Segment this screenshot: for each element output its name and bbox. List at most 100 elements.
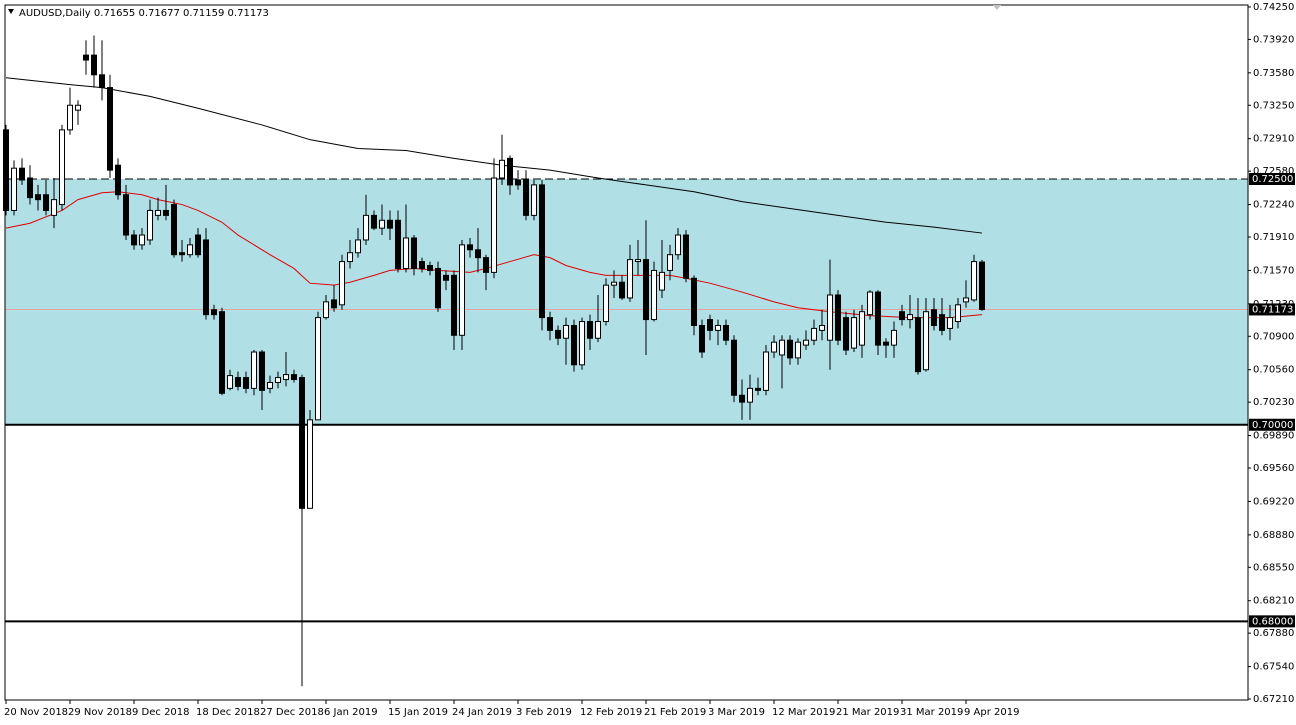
x-tick-label: 20 Nov 2018	[4, 707, 68, 718]
level-label: 0.70000	[1252, 420, 1293, 431]
candle-body-up	[819, 324, 825, 331]
candle-body-up	[763, 351, 769, 391]
chart-title: AUDUSD,Daily	[19, 8, 91, 19]
y-tick-label: 0.68550	[1253, 562, 1294, 573]
plot-frame	[4, 4, 1249, 701]
candle-body-down	[843, 317, 849, 351]
candle-body-up	[851, 317, 857, 349]
candle-body-down	[683, 234, 689, 279]
candle-body-down	[643, 259, 649, 321]
candle-body-down	[467, 244, 473, 251]
y-tick-label: 0.73920	[1253, 34, 1294, 45]
candle-body-down	[163, 209, 169, 216]
candle-body-up	[867, 291, 873, 316]
candle-body-up	[75, 104, 81, 111]
y-tick-label: 0.69560	[1253, 463, 1294, 474]
candle-body-up	[323, 301, 329, 319]
candle-body-down	[723, 324, 729, 341]
candle-body-down	[259, 351, 265, 391]
y-tick-label: 0.69220	[1253, 496, 1294, 507]
candle-body-down	[523, 179, 529, 216]
x-tick-label: 3 Feb 2019	[516, 707, 572, 718]
candle-body-down	[115, 164, 121, 196]
candle-body-down	[571, 324, 577, 366]
candle-body-up	[955, 304, 961, 323]
candle-body-up	[347, 252, 353, 263]
candle-body-up	[307, 419, 313, 509]
y-tick-label: 0.68880	[1253, 530, 1294, 541]
candle-body-up	[139, 234, 145, 246]
candle-body-down	[99, 74, 105, 89]
x-tick-label: 27 Dec 2018	[260, 707, 324, 718]
candle-body-up	[827, 294, 833, 341]
candle-body-down	[3, 129, 9, 211]
candle-body-up	[947, 317, 953, 329]
candle-body-down	[835, 294, 841, 341]
y-tick-label: 0.72580	[1253, 166, 1294, 177]
candle-body-down	[875, 291, 881, 346]
candle-body-up	[923, 311, 929, 371]
candle-body-down	[731, 339, 737, 396]
candle-body-down	[195, 234, 201, 256]
menu-arrow[interactable]	[8, 9, 14, 14]
candle-body-down	[411, 237, 417, 269]
candle-body-down	[107, 87, 113, 171]
y-tick-label: 0.70230	[1253, 397, 1294, 408]
candle-body-up	[907, 314, 913, 321]
y-tick-label: 0.67540	[1253, 662, 1294, 673]
candle-body-up	[187, 244, 193, 256]
y-tick-label: 0.73580	[1253, 68, 1294, 79]
candle-body-down	[547, 317, 553, 331]
candle-body-up	[659, 271, 665, 291]
x-tick-label: 9 Dec 2018	[132, 707, 190, 718]
x-tick-label: 31 Mar 2019	[900, 707, 963, 718]
level-label: 0.68000	[1252, 616, 1293, 627]
candle-body-up	[51, 199, 57, 216]
x-tick-label: 21 Mar 2019	[836, 707, 899, 718]
level-label-box	[1249, 418, 1295, 431]
last-open: 0.71655	[94, 8, 135, 19]
level-layer	[5, 178, 1248, 623]
candle-body-up	[267, 381, 273, 389]
y-tick-label: 0.72240	[1253, 200, 1294, 211]
candle-layer	[3, 35, 985, 687]
candle-body-up	[635, 259, 641, 263]
candle-body-down	[179, 252, 185, 256]
candle-body-up	[363, 214, 369, 241]
candle-body-up	[963, 297, 969, 303]
level-label-box	[1249, 615, 1295, 628]
candle-body-up	[627, 259, 633, 299]
candle-body-down	[475, 249, 481, 259]
candle-body-down	[203, 239, 209, 316]
candle-body-up	[275, 377, 281, 383]
candle-body-up	[603, 284, 609, 323]
y-tick-label: 0.74250	[1253, 2, 1294, 13]
candle-body-up	[403, 237, 409, 269]
candle-body-down	[483, 257, 489, 273]
candle-body-up	[611, 281, 617, 286]
axis-layer: 0.74250 0.73920 0.73580 0.73250 0.72910 0.725…	[4, 2, 1295, 718]
candle-body-up	[379, 219, 385, 229]
chart-header: AUDUSD,Daily 0.71655 0.71677 0.71159 0.7…	[19, 8, 269, 19]
candle-body-up	[771, 341, 777, 353]
x-tick-label: 6 Jan 2019	[324, 707, 378, 718]
y-tick-label: 0.73250	[1253, 100, 1294, 111]
price-label: 0.71173	[1252, 304, 1293, 315]
candle-body-down	[35, 194, 41, 201]
x-tick-label: 24 Jan 2019	[452, 707, 512, 718]
last-high: 0.71677	[138, 8, 179, 19]
y-tick-label: 0.68210	[1253, 596, 1294, 607]
candle-body-down	[171, 204, 177, 256]
support-zone	[5, 178, 1248, 425]
candle-body-up	[283, 374, 289, 381]
candle-body-down	[83, 54, 89, 61]
candle-body-down	[939, 314, 945, 331]
y-tick-label: 0.69890	[1253, 431, 1294, 442]
candle-body-down	[979, 261, 985, 310]
x-tick-label: 3 Mar 2019	[708, 707, 765, 718]
candle-body-down	[291, 374, 297, 381]
y-tick-label: 0.67880	[1253, 628, 1294, 639]
candle-body-down	[451, 274, 457, 336]
candle-body-up	[531, 184, 537, 216]
candle-body-down	[27, 177, 33, 199]
